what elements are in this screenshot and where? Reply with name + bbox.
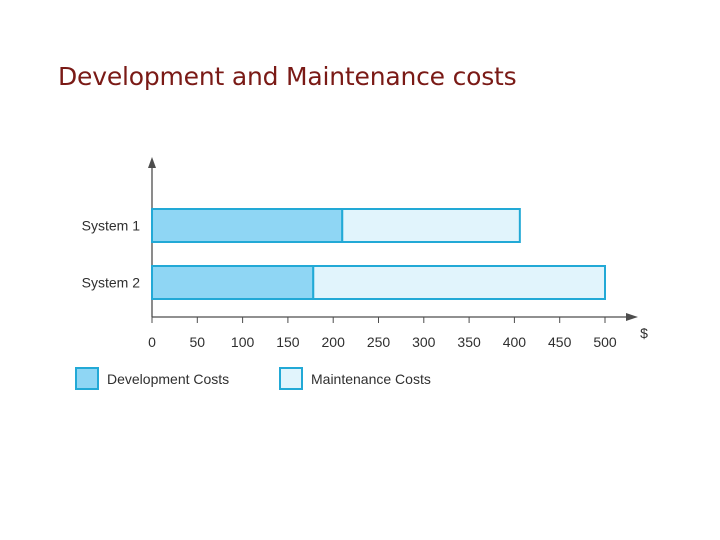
bar-maintenance-system-2 bbox=[312, 265, 606, 300]
x-axis-arrow bbox=[626, 313, 638, 321]
legend-swatch-development bbox=[75, 367, 99, 390]
x-tick-label: 450 bbox=[548, 334, 572, 350]
x-tick-label: 50 bbox=[190, 334, 206, 350]
chart-legend: Development Costs Maintenance Costs bbox=[75, 367, 431, 390]
bar-development-system-1 bbox=[151, 208, 344, 243]
category-labels: System 1 System 2 bbox=[82, 218, 141, 291]
bar-maintenance-system-1 bbox=[341, 208, 521, 243]
page-title: Development and Maintenance costs bbox=[58, 62, 517, 91]
x-tick-label: 150 bbox=[276, 334, 300, 350]
category-label: System 2 bbox=[82, 275, 141, 291]
chart-bars bbox=[151, 208, 606, 300]
x-tick-label: 100 bbox=[231, 334, 255, 350]
legend-label: Maintenance Costs bbox=[311, 371, 431, 387]
bar-development-system-2 bbox=[151, 265, 315, 300]
x-tick-label: 300 bbox=[412, 334, 436, 350]
x-axis-ticks: 0 50 100 150 200 250 300 350 400 450 500 bbox=[148, 317, 617, 350]
x-tick-label: 400 bbox=[503, 334, 527, 350]
x-axis-label: $ bbox=[640, 325, 648, 341]
x-tick-label: 350 bbox=[457, 334, 481, 350]
category-label: System 1 bbox=[82, 218, 141, 234]
legend-swatch-maintenance bbox=[279, 367, 303, 390]
x-tick-label: 250 bbox=[367, 334, 391, 350]
x-tick-label: 500 bbox=[593, 334, 617, 350]
legend-label: Development Costs bbox=[107, 371, 229, 387]
x-tick-label: 200 bbox=[322, 334, 346, 350]
x-tick-label: 0 bbox=[148, 334, 156, 350]
y-axis-arrow bbox=[148, 157, 156, 168]
